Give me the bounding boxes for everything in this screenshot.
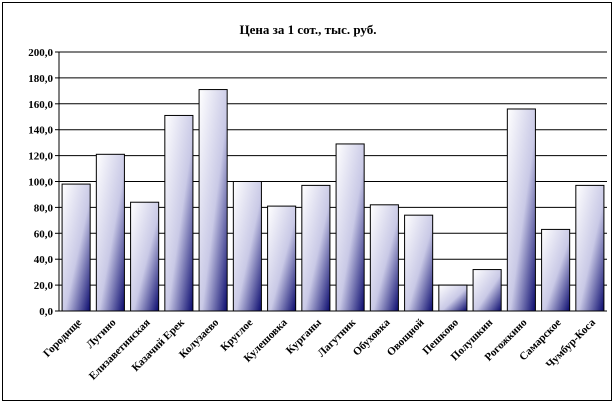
bars <box>61 89 605 312</box>
bar-3 <box>130 201 160 312</box>
bar-14 <box>506 108 536 312</box>
bar-5 <box>198 89 228 312</box>
bar-11 <box>404 214 434 312</box>
bar-8 <box>301 184 331 312</box>
y-tick-label: 120,0 <box>28 151 53 163</box>
y-tick-label: 180,0 <box>28 73 53 85</box>
y-tick-label: 200,0 <box>28 47 53 59</box>
x-tick-label: Лагутник <box>315 316 358 359</box>
bar-2 <box>95 153 125 312</box>
y-tick-label: 20,0 <box>34 280 54 292</box>
bar-16 <box>575 184 605 312</box>
bar-6 <box>232 181 262 312</box>
axes <box>58 52 607 312</box>
x-tick-label: Городище <box>41 317 84 360</box>
bar-10 <box>369 204 399 312</box>
y-tick-label: 60,0 <box>34 228 54 240</box>
bar-12 <box>438 284 468 312</box>
bar-1 <box>61 183 91 312</box>
y-tick-label: 0,0 <box>39 306 53 318</box>
bar-4 <box>164 114 194 312</box>
bar-7 <box>267 205 297 312</box>
x-tick-label: Лугино <box>84 316 119 351</box>
bar-chart: Цена за 1 сот., тыс. руб. 0,0 20,0 40,0 60,… <box>28 22 607 383</box>
bar-13 <box>472 269 502 312</box>
y-tick-label: 40,0 <box>34 254 54 266</box>
x-tick-label: Елизаветинская <box>87 317 153 383</box>
y-tick-label: 100,0 <box>28 177 53 189</box>
y-axis-ticks: 0,0 20,0 40,0 60,0 80,0 100,0 120,0 140,0 160,0 1… <box>28 47 59 318</box>
chart-frame: Цена за 1 сот., тыс. руб. 0,0 20,0 40,0 60,… <box>2 2 612 401</box>
x-tick-label: Овощной <box>385 316 427 358</box>
bar-15 <box>541 228 571 312</box>
y-tick-label: 160,0 <box>28 99 53 111</box>
bar-9 <box>335 143 365 312</box>
chart-title: Цена за 1 сот., тыс. руб. <box>239 22 376 37</box>
y-tick-label: 80,0 <box>34 202 54 214</box>
y-tick-label: 140,0 <box>28 125 53 137</box>
